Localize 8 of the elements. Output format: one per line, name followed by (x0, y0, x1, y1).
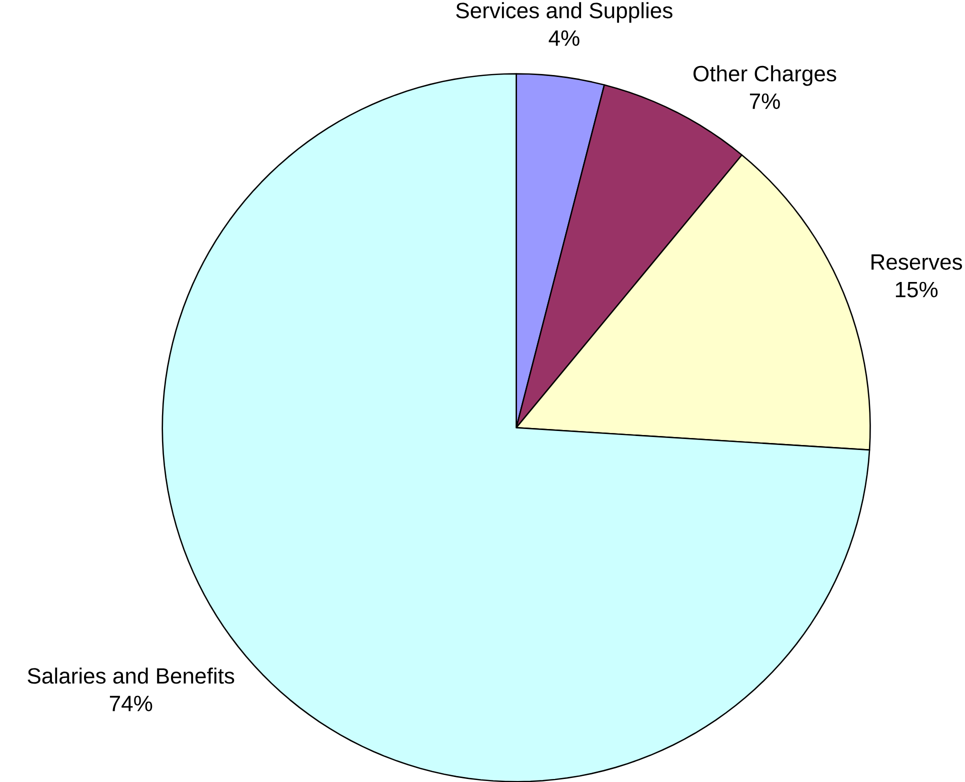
slice-label: Reserves (872, 254, 962, 270)
data-label: 15% (896, 282, 938, 298)
slice-label: Other Charges (694, 65, 836, 86)
data-label: 4% (548, 30, 580, 46)
data-label: 7% (750, 93, 780, 109)
slice-label: Services and Supplies (456, 2, 672, 23)
data-label: 74% (110, 696, 152, 712)
slice-label: Salaries and Benefits (28, 667, 234, 684)
